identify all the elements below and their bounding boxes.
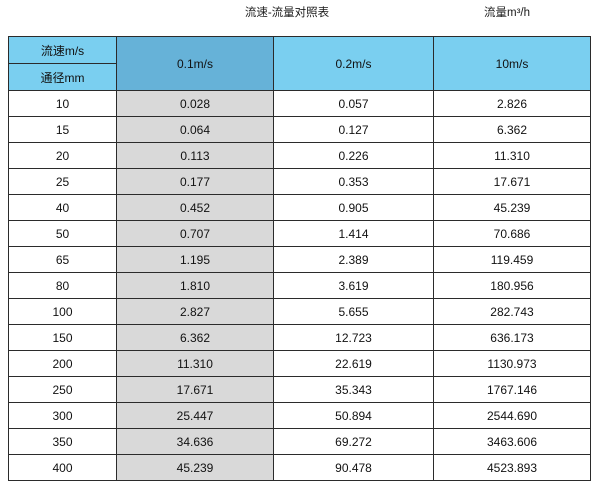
cell-value-0: 0.064	[116, 116, 274, 143]
cell-value-1: 22.619	[273, 350, 434, 377]
cell-value-1: 3.619	[273, 272, 434, 299]
flow-unit-label: 流量m³/h	[484, 7, 530, 19]
cell-value-1: 12.723	[273, 324, 434, 351]
cell-value-1: 0.057	[273, 90, 434, 117]
cell-diameter: 15	[8, 116, 117, 143]
cell-diameter: 200	[8, 350, 117, 377]
table-row: 250 17.671 35.343 1767.146	[8, 376, 591, 403]
header-row-top: 流速m/s 0.1m/s 0.2m/s 10m/s	[8, 36, 591, 91]
cell-value-0: 0.028	[116, 90, 274, 117]
cell-value-2: 6.362	[433, 116, 591, 143]
cell-diameter: 40	[8, 194, 117, 221]
table-row: 40 0.452 0.905 45.239	[8, 194, 591, 221]
cell-value-0: 1.810	[116, 272, 274, 299]
table-row: 50 0.707 1.414 70.686	[8, 220, 591, 247]
cell-value-1: 0.226	[273, 142, 434, 169]
cell-value-2: 11.310	[433, 142, 591, 169]
header-velocity-label: 流速m/s	[8, 36, 117, 64]
header-column-2[interactable]: 10m/s	[433, 36, 591, 91]
table-row: 300 25.447 50.894 2544.690	[8, 402, 591, 429]
cell-value-0: 34.636	[116, 428, 274, 455]
table-row: 65 1.195 2.389 119.459	[8, 246, 591, 273]
cell-value-2: 3463.606	[433, 428, 591, 455]
cell-value-1: 0.127	[273, 116, 434, 143]
cell-value-2: 2.826	[433, 90, 591, 117]
table-row: 100 2.827 5.655 282.743	[8, 298, 591, 325]
cell-value-2: 45.239	[433, 194, 591, 221]
cell-diameter: 20	[8, 142, 117, 169]
table-row: 350 34.636 69.272 3463.606	[8, 428, 591, 455]
cell-value-0: 6.362	[116, 324, 274, 351]
cell-value-1: 0.353	[273, 168, 434, 195]
cell-value-0: 45.239	[116, 454, 274, 481]
cell-value-0: 1.195	[116, 246, 274, 273]
cell-diameter: 10	[8, 90, 117, 117]
table-row: 20 0.113 0.226 11.310	[8, 142, 591, 169]
header-column-1[interactable]: 0.2m/s	[273, 36, 434, 91]
cell-value-0: 0.177	[116, 168, 274, 195]
cell-value-0: 11.310	[116, 350, 274, 377]
cell-value-1: 0.905	[273, 194, 434, 221]
table-row: 400 45.239 90.478 4523.893	[8, 454, 591, 481]
cell-value-2: 1130.973	[433, 350, 591, 377]
cell-diameter: 250	[8, 376, 117, 403]
cell-value-1: 1.414	[273, 220, 434, 247]
cell-value-2: 636.173	[433, 324, 591, 351]
cell-value-0: 0.452	[116, 194, 274, 221]
table-row: 25 0.177 0.353 17.671	[8, 168, 591, 195]
cell-value-2: 70.686	[433, 220, 591, 247]
cell-diameter: 150	[8, 324, 117, 351]
cell-value-0: 17.671	[116, 376, 274, 403]
cell-value-1: 69.272	[273, 428, 434, 455]
cell-diameter: 300	[8, 402, 117, 429]
flow-rate-table: 流速m/s 0.1m/s 0.2m/s 10m/s 通径mm 10 0.028 …	[8, 36, 591, 481]
header-diameter-label: 通径mm	[8, 63, 117, 91]
cell-value-2: 180.956	[433, 272, 591, 299]
cell-value-2: 2544.690	[433, 402, 591, 429]
table-row: 15 0.064 0.127 6.362	[8, 116, 591, 143]
cell-value-1: 50.894	[273, 402, 434, 429]
table-row: 150 6.362 12.723 636.173	[8, 324, 591, 351]
header-column-0[interactable]: 0.1m/s	[116, 36, 274, 91]
cell-diameter: 65	[8, 246, 117, 273]
flow-table-wrap: 流速m/s 0.1m/s 0.2m/s 10m/s 通径mm 10 0.028 …	[8, 36, 591, 481]
cell-value-1: 2.389	[273, 246, 434, 273]
cell-diameter: 80	[8, 272, 117, 299]
cell-diameter: 400	[8, 454, 117, 481]
cell-diameter: 25	[8, 168, 117, 195]
cell-value-2: 17.671	[433, 168, 591, 195]
cell-diameter: 50	[8, 220, 117, 247]
cell-value-1: 90.478	[273, 454, 434, 481]
cell-value-2: 1767.146	[433, 376, 591, 403]
cell-value-0: 0.113	[116, 142, 274, 169]
table-row: 10 0.028 0.057 2.826	[8, 90, 591, 117]
cell-value-0: 2.827	[116, 298, 274, 325]
table-row: 80 1.810 3.619 180.956	[8, 272, 591, 299]
cell-value-1: 35.343	[273, 376, 434, 403]
cell-value-0: 25.447	[116, 402, 274, 429]
page-title: 流速-流量对照表	[244, 7, 330, 19]
cell-value-1: 5.655	[273, 298, 434, 325]
header-row-bottom: 通径mm	[8, 63, 591, 91]
caption-strip: 流速-流量对照表 流量m³/h	[0, 0, 600, 36]
cell-diameter: 350	[8, 428, 117, 455]
cell-value-0: 0.707	[116, 220, 274, 247]
cell-value-2: 282.743	[433, 298, 591, 325]
cell-value-2: 119.459	[433, 246, 591, 273]
flow-table-body: 流速m/s 0.1m/s 0.2m/s 10m/s 通径mm 10 0.028 …	[8, 36, 591, 481]
cell-value-2: 4523.893	[433, 454, 591, 481]
cell-diameter: 100	[8, 298, 117, 325]
table-row: 200 11.310 22.619 1130.973	[8, 350, 591, 377]
